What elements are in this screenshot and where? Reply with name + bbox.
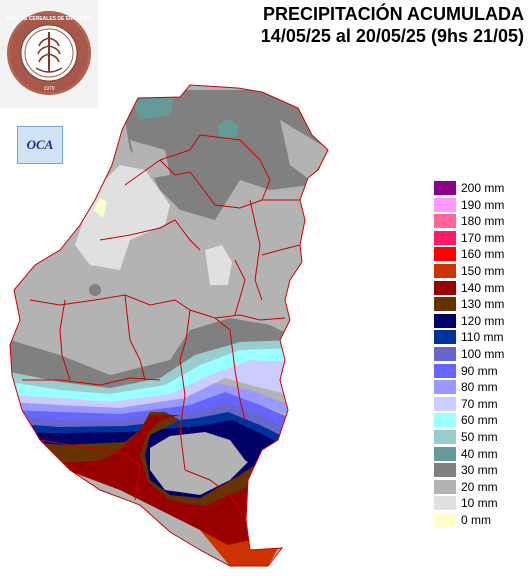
zone-140mm	[38, 415, 262, 548]
legend-swatch	[433, 329, 457, 346]
legend-item: 150 mm	[433, 262, 529, 280]
legend-swatch	[433, 395, 457, 412]
legend-label: 20 mm	[461, 479, 498, 494]
legend-label: 10 mm	[461, 496, 498, 511]
legend-label: 90 mm	[461, 363, 498, 378]
oca-logo-text: OCA	[26, 137, 54, 152]
legend-item: 10 mm	[433, 495, 529, 512]
legend-swatch	[433, 213, 457, 230]
legend-item: 190 mm	[433, 196, 529, 214]
legend-label: 60 mm	[461, 413, 498, 428]
zone-60mm	[10, 348, 290, 404]
legend-item: 90 mm	[433, 362, 529, 380]
legend-swatch	[433, 229, 457, 246]
legend-label: 200 mm	[461, 181, 505, 195]
zone-20mm-east	[280, 120, 328, 180]
legend-item: 110 mm	[433, 329, 529, 346]
zone-30mm-west	[10, 318, 290, 392]
legend-label: 180 mm	[461, 214, 505, 229]
legend-item: 80 mm	[433, 379, 529, 396]
oca-logo: OCA	[17, 126, 63, 164]
legend-label: 160 mm	[461, 247, 505, 262]
legend-label: 150 mm	[461, 263, 505, 278]
legend-label: 50 mm	[461, 429, 498, 444]
logo-year: 1979	[43, 86, 54, 92]
legend-label: 120 mm	[461, 313, 505, 328]
legend-swatch	[433, 478, 457, 495]
legend-label: 130 mm	[461, 297, 505, 312]
zone-40mm-spot	[218, 120, 238, 140]
legend-swatch	[433, 345, 457, 362]
legend-label: 110 mm	[461, 330, 504, 345]
zone-80mm	[10, 383, 290, 416]
title-line-2: 14/05/25 al 20/05/25 (9hs 21/05)	[260, 26, 524, 46]
legend: 200 mm 190 mm 180 mm 170 mm 160 mm 150 mm 140 …	[433, 180, 529, 528]
legend-item: 20 mm	[433, 478, 529, 496]
legend-swatch	[433, 412, 457, 429]
legend-label: 80 mm	[461, 380, 498, 395]
logo-panel: BOLSA DE CEREALES DE ENTRE RÍOS 1979	[0, 0, 98, 108]
legend-item: 170 mm	[433, 229, 529, 247]
legend-swatch	[433, 428, 457, 445]
zone-30mm-north	[120, 90, 328, 220]
legend-label: 0 mm	[461, 512, 491, 527]
legend-label: 70 mm	[461, 396, 498, 411]
legend-swatch	[433, 462, 457, 479]
legend-item: 40 mm	[433, 445, 529, 463]
legend-item: 60 mm	[433, 412, 529, 429]
title-line-1: PRECIPITACIÓN ACUMULADA	[263, 4, 524, 24]
legend-swatch	[433, 196, 457, 213]
legend-item: 130 mm	[433, 296, 529, 313]
logo-ring-text: BOLSA DE CEREALES DE ENTRE RÍOS	[6, 14, 92, 22]
legend-label: 170 mm	[461, 230, 505, 245]
precipitation-map	[9, 84, 329, 567]
legend-swatch	[433, 180, 457, 196]
legend-item: 0 mm	[433, 511, 529, 529]
map-title: PRECIPITACIÓN ACUMULADA 14/05/25 al 20/0…	[261, 4, 524, 47]
zone-50mm	[10, 340, 290, 398]
legend-item: 200 mm	[433, 180, 529, 197]
department-borders	[9, 84, 329, 567]
legend-swatch	[433, 312, 457, 329]
legend-label: 40 mm	[461, 446, 498, 461]
legend-label: 190 mm	[461, 197, 505, 212]
legend-item: 50 mm	[433, 428, 529, 446]
legend-swatch	[433, 495, 457, 512]
legend-swatch	[433, 279, 457, 296]
bolsa-cereales-logo: BOLSA DE CEREALES DE ENTRE RÍOS 1979	[6, 11, 92, 95]
legend-item: 180 mm	[433, 213, 529, 230]
zone-0mm	[93, 198, 107, 218]
legend-item: 160 mm	[433, 246, 529, 263]
legend-item: 120 mm	[433, 312, 529, 330]
legend-label: 30 mm	[461, 463, 498, 478]
legend-label: 100 mm	[461, 346, 505, 361]
legend-label: 140 mm	[461, 280, 505, 295]
legend-item: 70 mm	[433, 395, 529, 413]
zone-30mm-spot	[89, 284, 101, 296]
zone-70mm	[10, 360, 290, 410]
legend-swatch	[433, 379, 457, 396]
zone-120mm	[25, 420, 280, 500]
legend-swatch	[433, 296, 457, 313]
legend-swatch	[433, 511, 457, 528]
zone-10mm-center	[205, 245, 232, 285]
legend-item: 140 mm	[433, 279, 529, 297]
legend-swatch	[433, 362, 457, 379]
legend-swatch	[433, 246, 457, 263]
legend-item: 30 mm	[433, 462, 529, 479]
zone-90mm	[10, 392, 290, 428]
legend-swatch	[433, 445, 457, 462]
zone-150mm	[200, 530, 280, 566]
legend-item: 100 mm	[433, 345, 529, 363]
legend-swatch	[433, 262, 457, 279]
zone-40mm-north	[130, 95, 175, 120]
